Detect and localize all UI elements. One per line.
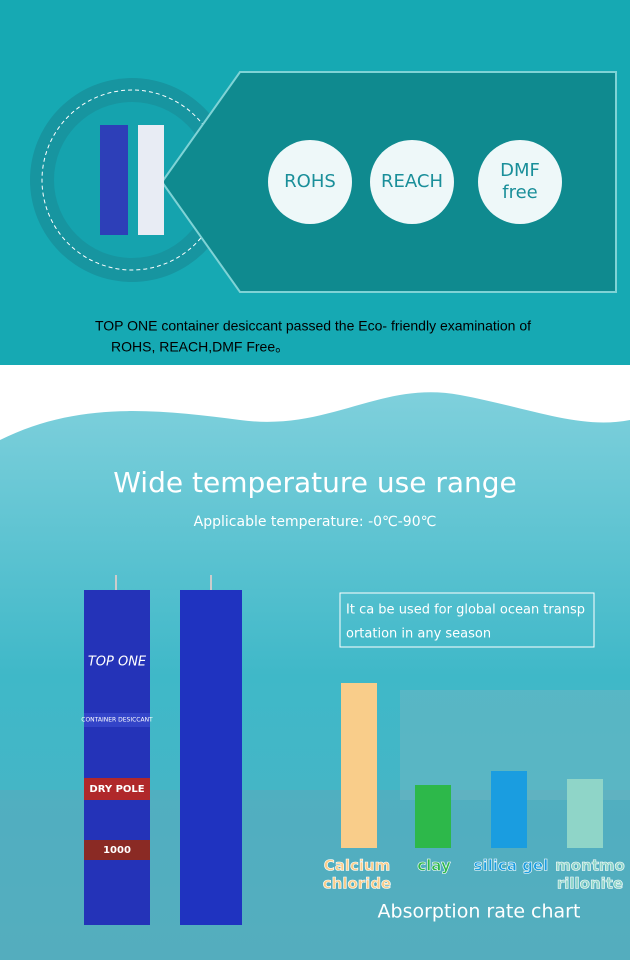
- badge: [268, 140, 352, 224]
- product-icon: [138, 125, 164, 235]
- badge: [370, 140, 454, 224]
- category-label: clay: [417, 857, 451, 875]
- category-label: Calcium: [324, 857, 391, 875]
- product-name: DRY POLE: [89, 784, 144, 795]
- title: Wide temperature use range: [113, 466, 517, 499]
- label-band: [84, 778, 150, 800]
- category-label: montmo: [555, 857, 625, 875]
- product-front: [84, 590, 150, 925]
- bar: [491, 771, 527, 848]
- bar: [567, 779, 603, 848]
- caption: TOP ONE container desiccant passed the E…: [95, 318, 531, 334]
- label-band: [84, 713, 150, 727]
- note-box: [339, 592, 595, 648]
- category-label: rillonite: [557, 875, 623, 893]
- product-line: CONTAINER DESICCANT: [81, 717, 153, 724]
- caption: ROHS, REACH,DMF Free。: [111, 339, 289, 355]
- chart-title: Absorption rate chart: [378, 901, 581, 923]
- label-band: [84, 840, 150, 860]
- subtitle: Applicable temperature: -0℃-90℃: [194, 514, 437, 530]
- bar: [341, 683, 377, 848]
- product-icon: [100, 125, 128, 235]
- product-brand: TOP ONE: [88, 655, 147, 670]
- badge-label: free: [502, 182, 538, 203]
- bar: [415, 785, 451, 848]
- badge-label: REACH: [381, 171, 443, 192]
- product-back: [180, 590, 242, 925]
- badge-label: DMF: [500, 160, 540, 181]
- note: It ca be used for global ocean transp: [346, 603, 585, 618]
- ring-inner: [54, 102, 210, 258]
- product-size: 1000: [103, 845, 131, 856]
- badge: [478, 140, 562, 224]
- badge-label: ROHS: [284, 171, 336, 192]
- category-label: silica gel: [474, 857, 549, 875]
- wave: [0, 392, 630, 960]
- category-label: chloride: [323, 875, 391, 893]
- note: ortation in any season: [346, 627, 491, 642]
